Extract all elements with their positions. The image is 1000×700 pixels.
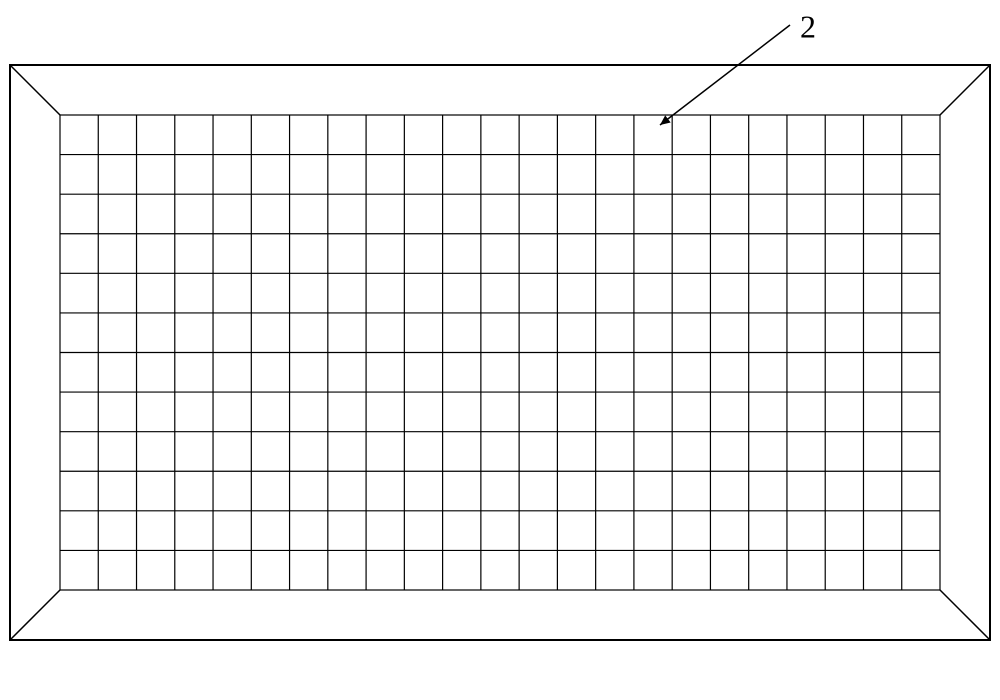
callout-label: 2: [800, 8, 816, 44]
grid-lines: [60, 115, 940, 590]
technical-diagram: 2: [0, 0, 1000, 700]
callout-leader-line: [660, 25, 790, 125]
arrowhead-icon: [660, 115, 671, 125]
bevel-line: [10, 65, 60, 115]
bevel-line: [10, 590, 60, 640]
callout-2: 2: [660, 8, 816, 125]
bevel-line: [940, 65, 990, 115]
bevel-line: [940, 590, 990, 640]
